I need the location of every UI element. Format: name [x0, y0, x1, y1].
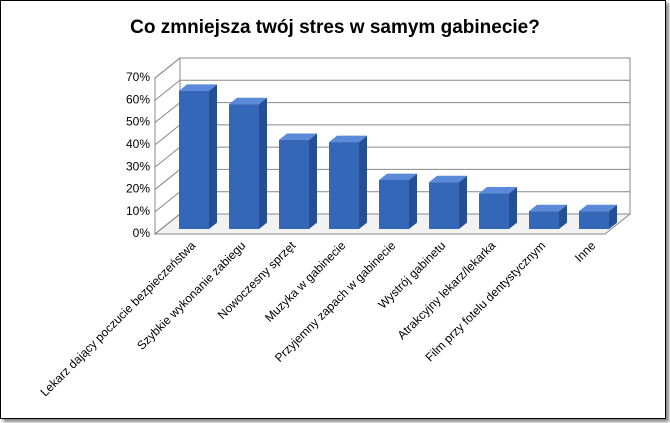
y-tick-label: 0% — [133, 226, 151, 240]
bar-top — [429, 175, 467, 183]
bar-top — [229, 97, 267, 105]
bar — [479, 193, 509, 229]
bar — [429, 182, 459, 229]
bar-top — [479, 186, 517, 194]
bar-side — [359, 135, 367, 229]
grid-line — [154, 146, 630, 168]
chart-title: Co zmniejsza twój stres w samym gabineci… — [130, 17, 540, 38]
bar-side — [559, 204, 567, 229]
grid-line — [154, 124, 630, 146]
grid-line — [154, 79, 630, 101]
y-tick-label: 40% — [126, 137, 150, 151]
bar-top — [329, 135, 367, 143]
bar — [179, 90, 209, 229]
bar-side — [209, 84, 217, 229]
bar-top — [579, 204, 617, 212]
y-tick-label: 30% — [126, 159, 150, 173]
bar-top — [279, 133, 317, 140]
bar-side — [509, 186, 517, 229]
y-tick-label: 10% — [126, 204, 150, 218]
bar-top — [529, 204, 567, 212]
side-wall — [154, 56, 181, 236]
bar-side — [409, 173, 417, 229]
bar-top — [379, 173, 417, 180]
x-tick-label: Atrakcyjny lekarz/lekarka — [395, 238, 499, 342]
bar-top — [179, 84, 217, 91]
y-tick-label: 70% — [126, 70, 150, 84]
y-tick-label: 20% — [126, 182, 150, 196]
grid-line — [154, 57, 630, 79]
y-tick-label: 60% — [126, 92, 150, 106]
bar — [279, 139, 309, 229]
x-tick-label: Inne — [572, 238, 599, 265]
bar — [229, 104, 259, 229]
bar — [329, 142, 359, 229]
grid-line — [154, 102, 630, 123]
bar — [529, 211, 559, 229]
bar-side — [459, 175, 467, 229]
bar-side — [609, 204, 617, 229]
bar — [579, 211, 609, 229]
y-tick-label: 50% — [126, 115, 150, 129]
bar — [379, 179, 409, 229]
bar-side — [259, 97, 267, 229]
bar-side — [309, 133, 317, 229]
